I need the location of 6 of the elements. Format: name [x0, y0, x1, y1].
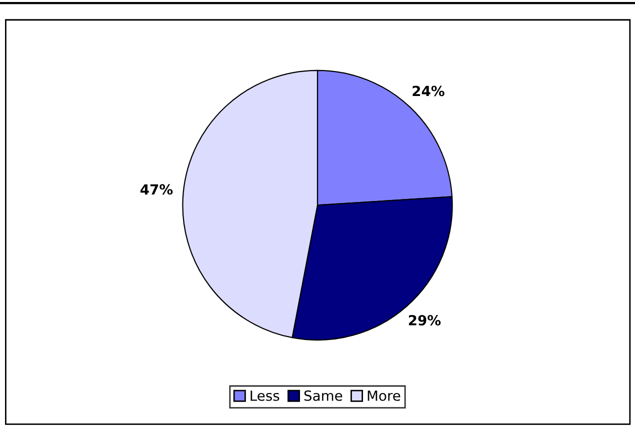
legend-label: More [368, 390, 400, 401]
data-label: 47% [140, 184, 173, 195]
data-label: 29% [408, 314, 441, 326]
legend-label: Less [250, 390, 280, 401]
legend-label: Same [304, 390, 342, 401]
data-label: 24% [412, 86, 444, 96]
